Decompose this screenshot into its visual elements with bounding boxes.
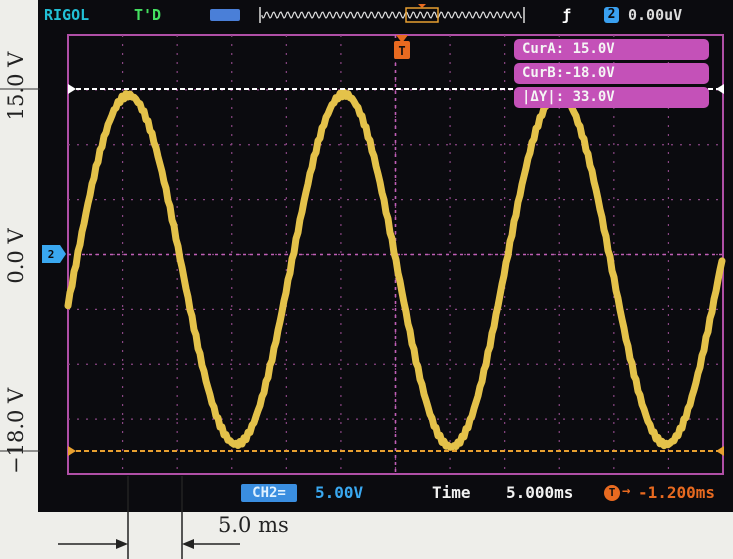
timebase-value: 5.000ms: [506, 483, 574, 502]
channel-scale: 5.00V: [315, 483, 364, 502]
run-state: T'D: [134, 6, 162, 24]
oscilloscope-screen: T 2 RIGOL T'D ƒ 2 0.00uV CurA: 15.0V Cur…: [38, 0, 733, 512]
waveform-display: T 2: [42, 34, 726, 475]
cursor-a-readout: CurA: 15.0V: [514, 39, 709, 60]
trigger-marker-box: [394, 41, 410, 59]
period-label: 5.0 ms: [218, 513, 289, 537]
channel-ground-marker: [42, 245, 66, 263]
trigger-source-badge: 2: [604, 7, 619, 23]
graticule: [67, 34, 724, 475]
timebase-label: Time: [432, 483, 471, 502]
bottom-status-bar: CH2= 5.00V Time 5.000ms T → -1.200ms: [38, 476, 733, 512]
brand-logo: RIGOL: [44, 6, 90, 24]
trigger-marker-label: T: [398, 44, 405, 58]
channel-badge: CH2=: [241, 484, 297, 502]
trigger-offset-icon: T: [604, 485, 620, 501]
cursor-b-arrow: [68, 446, 76, 456]
period-arrow-right: [182, 539, 194, 549]
cursor-delta-readout: |ΔY|: 33.0V: [514, 87, 709, 108]
period-arrow-left: [116, 539, 128, 549]
channel-ground-label: 2: [48, 248, 55, 261]
trigger-position-marker: [396, 35, 408, 43]
edge-trigger-icon: ƒ: [562, 6, 572, 24]
status-bar: RIGOL T'D ƒ 2 0.00uV: [38, 0, 733, 32]
memory-depth-icon: [210, 9, 240, 21]
waveform-trace: [64, 88, 726, 451]
arrow-right-icon: →: [622, 483, 631, 499]
cursor-a-arrow-right: [716, 84, 724, 94]
trigger-level: 0.00uV: [628, 6, 683, 24]
timebase-overview-icon: [259, 4, 525, 23]
cursor-a-arrow: [68, 84, 76, 94]
trigger-offset: -1.200ms: [638, 483, 716, 502]
cursor-b-readout: CurB:-18.0V: [514, 63, 709, 84]
cursor-b-arrow-right: [716, 446, 724, 456]
